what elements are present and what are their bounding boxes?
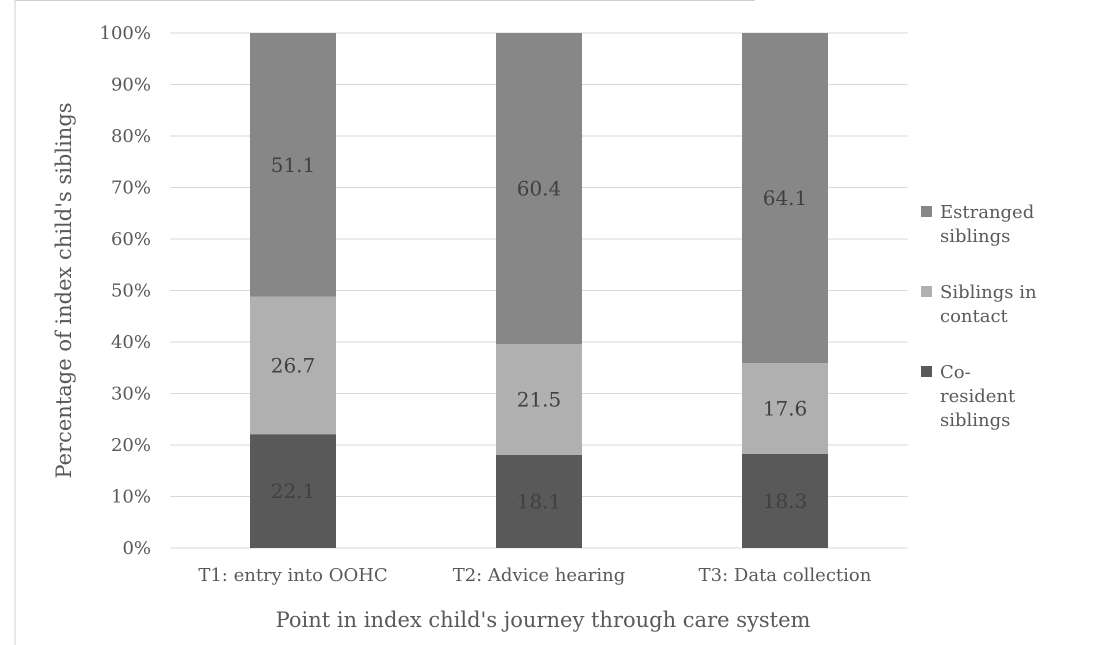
data-label: 64.1 <box>763 186 808 210</box>
chart-frame <box>14 0 755 645</box>
bar-segment <box>496 33 582 345</box>
y-axis-ticks: 0% 10% 20% 30% 40% 50% 60% 70% 80% 90% 100% <box>100 23 151 559</box>
y-tick-label: 70% <box>111 178 151 199</box>
x-category-label: T2: Advice hearing <box>453 565 626 586</box>
y-tick-label: 30% <box>111 384 151 405</box>
data-label: 26.7 <box>271 353 316 377</box>
bar-segment <box>250 434 336 548</box>
y-tick-label: 0% <box>122 538 151 559</box>
page-frame-line <box>14 0 755 645</box>
bar-segment <box>250 33 336 297</box>
y-tick-label: 80% <box>111 126 151 147</box>
legend-swatch <box>921 366 932 377</box>
data-labels: 22.1 26.7 51.1 18.1 21.5 60.4 18.3 17.6 64.1 <box>271 153 808 514</box>
x-axis-title: Point in index child's journey through c… <box>276 608 811 632</box>
data-label: 51.1 <box>271 153 316 177</box>
y-axis-title: Percentage of index child's siblings <box>52 102 76 478</box>
legend-swatch <box>921 286 932 297</box>
data-label: 22.1 <box>271 479 316 503</box>
bar-segment <box>742 453 828 548</box>
bar-segment <box>742 33 828 364</box>
y-tick-label: 100% <box>100 23 151 44</box>
y-tick-label: 10% <box>111 487 151 508</box>
data-label: 21.5 <box>517 387 562 411</box>
bar-segment <box>250 296 336 435</box>
y-tick-label: 90% <box>111 75 151 96</box>
bar-segment <box>742 363 828 454</box>
y-tick-label: 60% <box>111 229 151 250</box>
legend-swatch <box>921 206 932 217</box>
x-category-label: T1: entry into OOHC <box>198 565 387 586</box>
bar-segment <box>496 344 582 455</box>
data-label: 17.6 <box>763 396 808 420</box>
data-label: 18.1 <box>517 489 562 513</box>
x-category-label: T3: Data collection <box>699 565 872 586</box>
legend-label: Estranged siblings <box>940 202 1034 247</box>
legend-label: Co-resident siblings <box>940 362 1016 431</box>
data-label: 18.3 <box>763 489 808 513</box>
y-tick-label: 50% <box>111 281 151 302</box>
x-axis-categories: T1: entry into OOHC T2: Advice hearing T3:… <box>198 565 871 586</box>
bar-segment <box>496 454 582 548</box>
legend: Estranged siblings Siblings in contact Co-re… <box>921 202 1037 431</box>
data-label: 60.4 <box>517 177 562 201</box>
y-tick-label: 40% <box>111 332 151 353</box>
legend-label: Siblings in contact <box>940 282 1037 327</box>
y-tick-label: 20% <box>111 435 151 456</box>
bars <box>250 33 828 548</box>
